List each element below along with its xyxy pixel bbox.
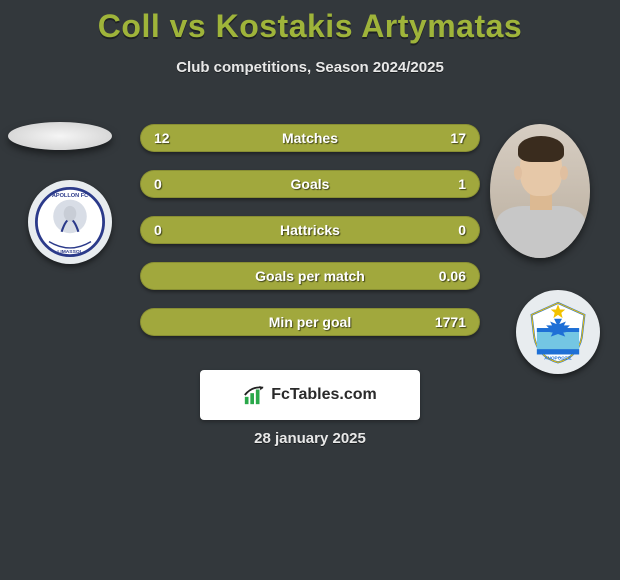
player-left-placeholder xyxy=(8,122,112,150)
stat-row-min-per-goal: Min per goal 1771 xyxy=(140,308,480,336)
player-right-photo xyxy=(490,124,590,258)
stat-row-goals: 0 Goals 1 xyxy=(140,170,480,198)
svg-text:APOLLON FC: APOLLON FC xyxy=(52,193,88,199)
club-badge-left: APOLLON FC LIMASSOL xyxy=(28,180,112,264)
stat-label: Hattricks xyxy=(140,222,480,238)
stat-right-value: 17 xyxy=(450,130,466,146)
stat-label: Goals xyxy=(140,176,480,192)
stat-right-value: 0.06 xyxy=(439,268,466,284)
stat-right-value: 1771 xyxy=(435,314,466,330)
subtitle: Club competitions, Season 2024/2025 xyxy=(0,59,620,76)
stats-section: 12 Matches 17 0 Goals 1 0 Hattricks 0 Go… xyxy=(140,124,480,354)
club-badge-right: ΑΝΟΡΘΩΣΙΣ xyxy=(516,290,600,374)
date-label: 28 january 2025 xyxy=(0,430,620,447)
anorthosis-crest-icon: ΑΝΟΡΘΩΣΙΣ xyxy=(525,299,591,365)
fctables-logo-icon xyxy=(243,384,265,406)
brand-box[interactable]: FcTables.com xyxy=(200,370,420,420)
stat-row-hattricks: 0 Hattricks 0 xyxy=(140,216,480,244)
brand-text: FcTables.com xyxy=(271,386,377,404)
page-title: Coll vs Kostakis Artymatas xyxy=(0,0,620,45)
stat-row-goals-per-match: Goals per match 0.06 xyxy=(140,262,480,290)
stat-right-value: 0 xyxy=(458,222,466,238)
stat-label: Matches xyxy=(140,130,480,146)
stat-label: Goals per match xyxy=(140,268,480,284)
svg-text:LIMASSOL: LIMASSOL xyxy=(57,249,82,255)
stat-label: Min per goal xyxy=(140,314,480,330)
stat-row-matches: 12 Matches 17 xyxy=(140,124,480,152)
apollon-crest-icon: APOLLON FC LIMASSOL xyxy=(35,187,105,257)
svg-text:ΑΝΟΡΘΩΣΙΣ: ΑΝΟΡΘΩΣΙΣ xyxy=(544,356,572,361)
stat-right-value: 1 xyxy=(458,176,466,192)
